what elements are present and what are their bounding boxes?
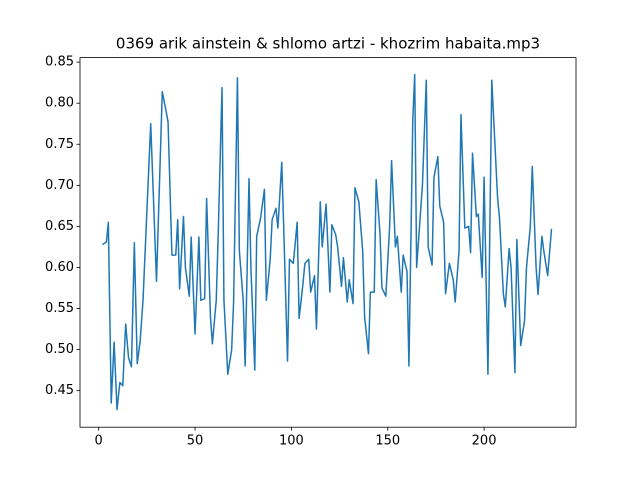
- x-tick-label: 100: [279, 434, 304, 449]
- x-tick-label: 200: [472, 434, 497, 449]
- plot-frame: [79, 57, 577, 428]
- y-tick-label: 0.80: [45, 96, 74, 111]
- y-tick-label: 0.65: [45, 219, 74, 234]
- y-tick-label: 0.85: [45, 55, 74, 70]
- data-line: [102, 73, 553, 411]
- y-tick-label: 0.70: [45, 178, 74, 193]
- y-tick-label: 0.75: [45, 137, 74, 152]
- x-tick-label: 0: [95, 434, 103, 449]
- y-tick-label: 0.55: [45, 301, 74, 316]
- x-tick-label: 150: [375, 434, 400, 449]
- y-tick-label: 0.45: [45, 383, 74, 398]
- y-tick-label: 0.60: [45, 260, 74, 275]
- chart-title: 0369 arik ainstein & shlomo artzi - khoz…: [116, 35, 540, 53]
- x-tick-label: 50: [187, 434, 204, 449]
- y-tick-label: 0.50: [45, 342, 74, 357]
